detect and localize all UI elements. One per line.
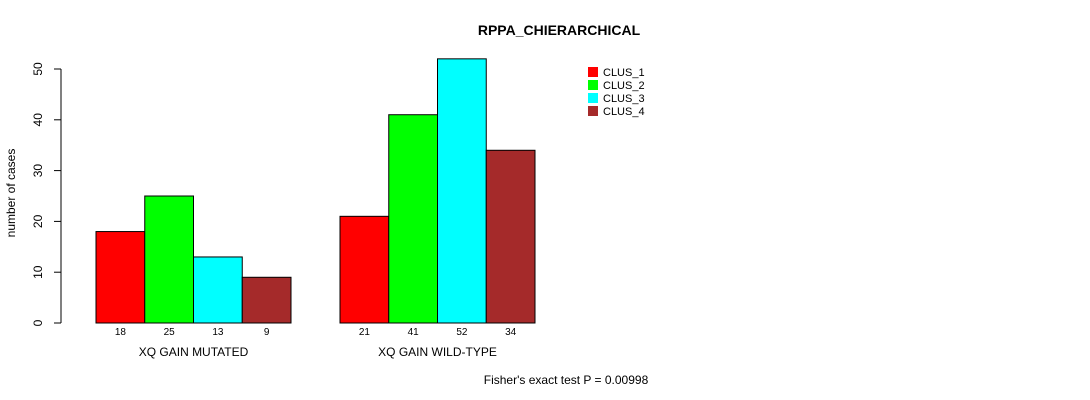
x-category-label: XQ GAIN MUTATED	[139, 345, 249, 359]
bar	[241, 276, 292, 324]
legend-label: CLUS_1	[603, 67, 645, 79]
chart-title: RPPA_CHIERARCHICAL	[478, 22, 641, 38]
bar-count-label: 25	[164, 327, 176, 338]
bar	[339, 215, 390, 324]
legend-label: CLUS_2	[603, 80, 645, 92]
bar	[437, 58, 487, 324]
bar-count-label: 18	[115, 327, 127, 338]
y-tick-label: 30	[31, 164, 45, 178]
bar-count-label: 34	[505, 327, 517, 338]
legend-swatch	[588, 80, 598, 90]
bar	[193, 256, 243, 324]
legend-swatch	[588, 67, 598, 77]
x-category-label: XQ GAIN WILD-TYPE	[378, 345, 497, 359]
y-tick-label: 20	[31, 214, 45, 228]
bar-count-label: 9	[264, 327, 270, 338]
bar-count-label: 52	[456, 327, 468, 338]
legend-swatch	[588, 93, 598, 103]
legend-swatch	[588, 106, 598, 116]
y-tick-label: 10	[31, 265, 45, 279]
bar	[485, 149, 536, 324]
legend-label: CLUS_3	[603, 93, 645, 105]
bar	[95, 231, 146, 324]
y-tick-label: 50	[31, 62, 45, 76]
bar-group: 18 25 13 9 XQ GAIN MUTATED	[95, 195, 292, 359]
bar-count-label: 41	[408, 327, 420, 338]
bar-group: 21 41 52 34 XQ GAIN WILD-TYPE	[339, 58, 536, 359]
bar	[144, 195, 194, 324]
bar	[388, 114, 438, 324]
legend-label: CLUS_4	[603, 106, 645, 118]
y-axis-label: number of cases	[4, 149, 18, 238]
fisher-test-footnote: Fisher's exact test P = 0.00998	[484, 373, 649, 387]
y-axis-ticks: 0 10 20 30 40 50	[31, 62, 61, 326]
bar-count-label: 13	[212, 327, 224, 338]
bar-groups: 18 25 13 9 XQ GAIN MUTATED 21 41 52 34 XQ GAIN WI…	[95, 58, 536, 359]
bar-count-label: 21	[359, 327, 371, 338]
y-tick-label: 0	[31, 319, 45, 326]
y-tick-label: 40	[31, 113, 45, 127]
